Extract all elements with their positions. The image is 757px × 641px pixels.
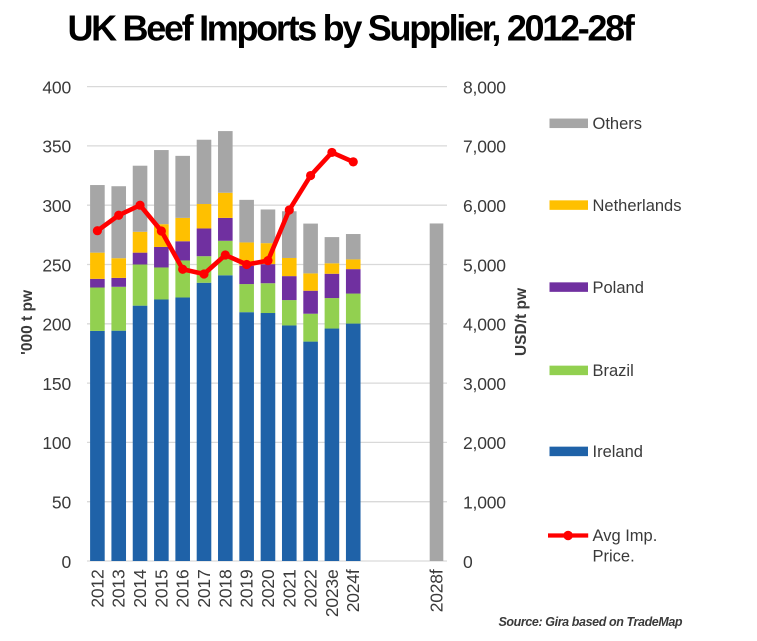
svg-text:50: 50 xyxy=(52,493,72,513)
svg-text:4,000: 4,000 xyxy=(463,315,506,335)
svg-text:Poland: Poland xyxy=(593,279,644,297)
svg-text:8,000: 8,000 xyxy=(463,77,506,97)
svg-text:2020: 2020 xyxy=(258,569,278,608)
svg-text:2,000: 2,000 xyxy=(463,433,506,453)
svg-text:400: 400 xyxy=(42,77,71,97)
svg-text:5,000: 5,000 xyxy=(463,255,506,275)
svg-text:7,000: 7,000 xyxy=(463,137,506,157)
svg-text:Source: Gira based on TradeMap: Source: Gira based on TradeMap xyxy=(499,615,683,629)
svg-text:2014: 2014 xyxy=(130,569,150,608)
svg-text:2019: 2019 xyxy=(237,570,257,608)
svg-text:Brazil: Brazil xyxy=(593,362,634,380)
svg-text:250: 250 xyxy=(42,255,71,275)
svg-text:2021: 2021 xyxy=(279,570,299,608)
svg-text:Ireland: Ireland xyxy=(593,443,643,461)
svg-text:1,000: 1,000 xyxy=(463,493,506,513)
svg-text:2016: 2016 xyxy=(173,570,193,608)
svg-text:Avg Imp.: Avg Imp. xyxy=(593,527,658,545)
svg-text:2012: 2012 xyxy=(87,570,107,608)
svg-text:2028f: 2028f xyxy=(427,569,447,612)
svg-text:2022: 2022 xyxy=(301,570,321,608)
svg-text:UK Beef Imports by Supplier, 2: UK Beef Imports by Supplier, 2012-28f xyxy=(67,8,635,49)
svg-text:2015: 2015 xyxy=(151,570,171,608)
svg-text:'000 t pw: '000 t pw xyxy=(19,289,36,355)
svg-text:2013: 2013 xyxy=(109,570,129,608)
svg-text:2024f: 2024f xyxy=(343,569,363,612)
svg-text:200: 200 xyxy=(42,315,71,335)
svg-text:Price.: Price. xyxy=(593,548,635,566)
svg-text:350: 350 xyxy=(42,137,71,157)
svg-text:2023e: 2023e xyxy=(322,570,342,618)
svg-text:6,000: 6,000 xyxy=(463,196,506,216)
svg-text:2018: 2018 xyxy=(215,570,235,608)
svg-text:0: 0 xyxy=(463,552,473,572)
svg-text:USD/t pw: USD/t pw xyxy=(513,287,530,356)
svg-text:3,000: 3,000 xyxy=(463,374,506,394)
svg-text:300: 300 xyxy=(42,196,71,216)
svg-text:Netherlands: Netherlands xyxy=(593,197,682,215)
svg-text:Others: Others xyxy=(593,115,643,133)
svg-text:0: 0 xyxy=(61,552,71,572)
svg-text:2017: 2017 xyxy=(194,570,214,608)
svg-text:100: 100 xyxy=(42,433,71,453)
svg-text:150: 150 xyxy=(42,374,71,394)
